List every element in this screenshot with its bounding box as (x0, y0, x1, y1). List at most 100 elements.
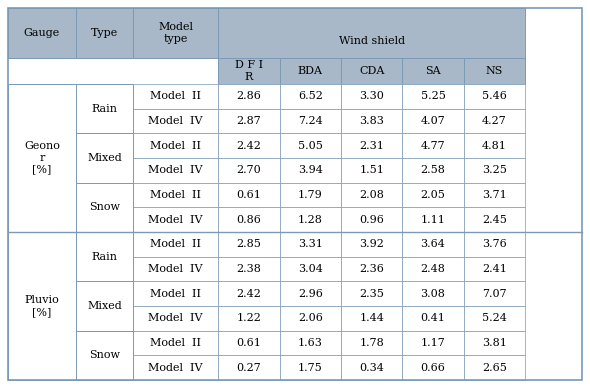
Text: 2.58: 2.58 (421, 165, 445, 175)
Bar (133, 8, 218, 58)
Bar (280, 232, 341, 257)
Bar (280, 158, 341, 183)
Bar (8, 207, 76, 232)
Text: 2.96: 2.96 (298, 289, 323, 299)
Text: 2.87: 2.87 (237, 116, 261, 126)
Text: 1.51: 1.51 (359, 165, 384, 175)
Text: 5.46: 5.46 (482, 91, 507, 101)
Text: 4.77: 4.77 (421, 141, 445, 151)
Bar (76, 183, 133, 207)
Bar (76, 8, 133, 58)
Bar (402, 58, 464, 84)
Bar (341, 58, 402, 84)
Bar (218, 158, 280, 183)
Text: 2.86: 2.86 (237, 91, 261, 101)
Text: 2.31: 2.31 (359, 141, 384, 151)
Text: Gauge: Gauge (24, 28, 60, 38)
Text: 0.66: 0.66 (421, 363, 445, 372)
Bar (218, 84, 280, 109)
Text: 3.64: 3.64 (421, 239, 445, 249)
Bar (341, 355, 402, 380)
Bar (402, 281, 464, 306)
Text: 2.42: 2.42 (237, 289, 261, 299)
Text: 3.04: 3.04 (298, 264, 323, 274)
Bar (341, 306, 402, 331)
Bar (464, 257, 525, 281)
Bar (218, 133, 280, 158)
Bar (218, 58, 280, 84)
Bar (76, 232, 133, 281)
Text: 1.28: 1.28 (298, 215, 323, 225)
Bar (218, 232, 280, 257)
Text: 2.35: 2.35 (359, 289, 384, 299)
Bar (464, 183, 525, 207)
Text: 0.61: 0.61 (237, 190, 261, 200)
Bar (8, 355, 76, 380)
Text: 3.94: 3.94 (298, 165, 323, 175)
Text: 4.07: 4.07 (421, 116, 445, 126)
Bar (133, 257, 218, 281)
Bar (280, 331, 341, 355)
Text: D F I
R: D F I R (235, 60, 263, 82)
Text: 2.65: 2.65 (482, 363, 507, 372)
Text: Geono
r
[%]: Geono r [%] (24, 141, 60, 175)
Text: 1.44: 1.44 (359, 314, 384, 323)
Bar (133, 355, 218, 380)
Text: 0.86: 0.86 (237, 215, 261, 225)
Text: Model  IV: Model IV (148, 264, 203, 274)
Text: Model  IV: Model IV (148, 116, 203, 126)
Text: 0.61: 0.61 (237, 338, 261, 348)
Bar (8, 232, 76, 257)
Bar (133, 232, 218, 257)
Bar (280, 183, 341, 207)
Bar (8, 8, 76, 58)
Bar (8, 306, 76, 331)
Text: Model  IV: Model IV (148, 314, 203, 323)
Text: 4.81: 4.81 (482, 141, 507, 151)
Text: 2.41: 2.41 (482, 264, 507, 274)
Bar (341, 84, 402, 109)
Text: Model  II: Model II (150, 91, 201, 101)
Text: 1.22: 1.22 (237, 314, 261, 323)
Text: Rain: Rain (91, 104, 117, 114)
Text: 1.79: 1.79 (298, 190, 323, 200)
Bar (402, 331, 464, 355)
Bar (218, 257, 280, 281)
Bar (76, 133, 133, 158)
Text: 3.71: 3.71 (482, 190, 507, 200)
Bar (341, 133, 402, 158)
Text: 5.05: 5.05 (298, 141, 323, 151)
Bar (133, 207, 218, 232)
Text: 3.08: 3.08 (421, 289, 445, 299)
Bar (464, 133, 525, 158)
Bar (76, 158, 133, 183)
Bar (133, 84, 218, 109)
Bar (8, 257, 76, 281)
Text: Model  II: Model II (150, 141, 201, 151)
Text: 2.45: 2.45 (482, 215, 507, 225)
Text: 3.31: 3.31 (298, 239, 323, 249)
Text: 2.42: 2.42 (237, 141, 261, 151)
Bar (464, 306, 525, 331)
Text: 2.08: 2.08 (359, 190, 384, 200)
Bar (76, 133, 133, 183)
Text: 1.78: 1.78 (359, 338, 384, 348)
Bar (464, 355, 525, 380)
Text: Model  IV: Model IV (148, 215, 203, 225)
Bar (8, 281, 76, 306)
Bar (464, 109, 525, 133)
Text: 5.24: 5.24 (482, 314, 507, 323)
Text: Model  II: Model II (150, 338, 201, 348)
Text: 7.07: 7.07 (482, 289, 507, 299)
Bar (8, 158, 76, 183)
Text: Snow: Snow (89, 202, 120, 212)
Text: Mixed: Mixed (87, 153, 122, 163)
Text: 2.48: 2.48 (421, 264, 445, 274)
Text: 1.17: 1.17 (421, 338, 445, 348)
Text: SA: SA (425, 66, 441, 76)
Text: 4.27: 4.27 (482, 116, 507, 126)
Bar (8, 84, 76, 232)
Bar (280, 257, 341, 281)
Bar (133, 306, 218, 331)
Bar (341, 331, 402, 355)
